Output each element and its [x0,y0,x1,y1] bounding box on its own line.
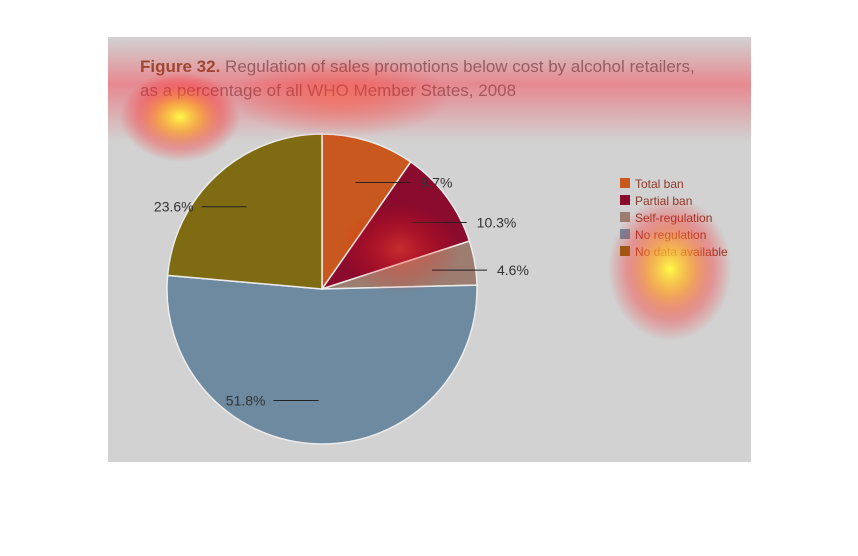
pie-labels: 9.7% 10.3% 4.6% 51.8% 23.6% [154,175,529,409]
figure-panel: Figure 32. Regulation of sales promotion… [108,37,751,462]
legend-label: Self-regulation [635,211,712,225]
legend-label: Total ban [635,177,684,191]
figure-number: Figure 32. [140,57,220,76]
legend-swatch [620,246,630,256]
data-label: 9.7% [420,175,452,191]
legend-swatch [620,229,630,239]
chart-title-line2: as a percentage of all WHO Member States… [140,81,516,100]
legend-label: No regulation [635,228,706,242]
data-label: 4.6% [497,262,529,278]
data-label: 51.8% [226,393,266,409]
legend-label: Partial ban [635,194,692,208]
legend-swatch [620,195,630,205]
legend-label: No data available [635,245,728,259]
data-label: 10.3% [477,215,517,231]
legend-swatch [620,212,630,222]
pie-slice-no-regulation [166,274,478,445]
data-label: 23.6% [154,199,194,215]
chart-title-text: Regulation of sales promotions below cos… [220,57,694,76]
chart-title-line1: Figure 32. Regulation of sales promotion… [140,57,695,76]
legend-swatch [620,178,630,188]
legend: Total ban Partial ban Self-regulation No re… [620,177,728,259]
pie-chart: Figure 32. Regulation of sales promotion… [140,57,728,445]
